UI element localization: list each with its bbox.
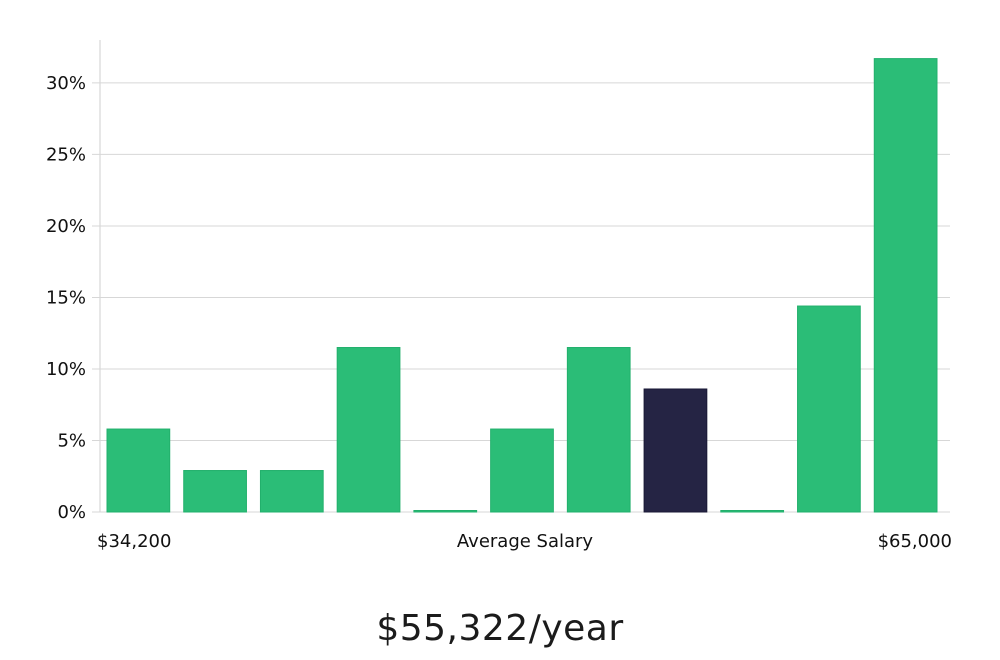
bar [183, 470, 247, 513]
y-tick-label: 25% [46, 144, 86, 165]
bar [490, 428, 554, 513]
bar [797, 305, 861, 513]
y-tick-label: 30% [46, 73, 86, 94]
y-tick-label: 5% [57, 430, 86, 451]
bar [873, 58, 938, 513]
bar [259, 470, 324, 513]
y-tick-label: 0% [57, 502, 86, 523]
x-label-min: $34,200 [97, 531, 171, 552]
x-label-max: $65,000 [878, 531, 952, 552]
y-tick-label: 20% [46, 216, 86, 237]
bar [720, 510, 785, 513]
bar [106, 428, 171, 513]
bar [336, 347, 401, 513]
x-axis-title: Average Salary [457, 531, 594, 552]
y-tick-label: 15% [46, 287, 86, 308]
bar-chart-svg: 0% 5% 10% 15% 20% 25% 30% $34,200 Average Salary… [46, 40, 952, 552]
average-salary-value: $55,322/year [376, 608, 624, 649]
bar [413, 510, 478, 513]
bar [566, 347, 631, 513]
y-tick-label: 10% [46, 359, 86, 380]
bar-highlighted [643, 388, 708, 513]
